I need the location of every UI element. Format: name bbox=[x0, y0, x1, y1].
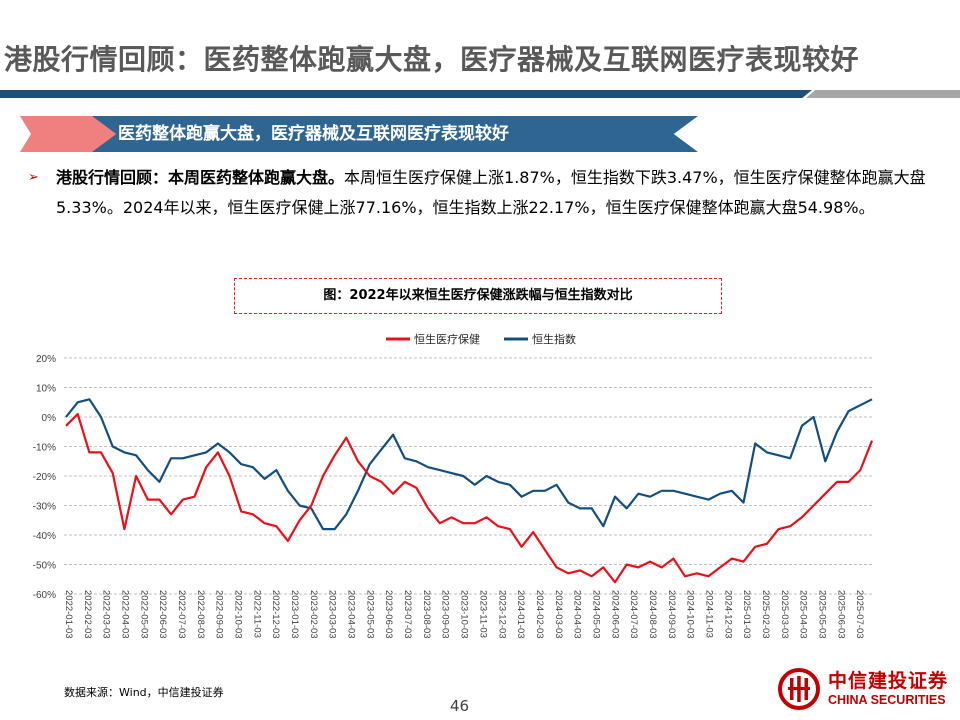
x-tick-label: 2023-05-03 bbox=[364, 590, 375, 639]
x-tick-label: 2024-11-03 bbox=[703, 590, 714, 638]
section-banner bbox=[92, 116, 698, 152]
figure-caption: 图：2022年以来恒生医疗保健涨跌幅与恒生指数对比 bbox=[234, 278, 722, 314]
x-tick-label: 2024-05-03 bbox=[590, 590, 601, 639]
x-tick-label: 2023-03-03 bbox=[327, 590, 338, 639]
x-tick-label: 2024-01-03 bbox=[515, 590, 526, 639]
x-tick-label: 2022-05-03 bbox=[138, 590, 149, 639]
x-tick-label: 2022-02-03 bbox=[82, 590, 93, 639]
y-tick-label: 0% bbox=[42, 413, 57, 424]
line-chart: 恒生医疗保健 恒生指数 20% 10% 0% -10% -20% -30% -40% -50% -… bbox=[33, 332, 874, 639]
y-tick-label: -20% bbox=[33, 472, 56, 483]
title-underline-gray bbox=[806, 90, 960, 98]
chart-gridlines bbox=[64, 357, 874, 595]
summary-lead: 港股行情回顾：本周医药整体跑赢大盘。 bbox=[56, 168, 345, 187]
x-tick-label: 2024-04-03 bbox=[572, 590, 583, 639]
x-tick-label: 2024-12-03 bbox=[722, 590, 733, 639]
section-banner-text: 医药整体跑赢大盘，医疗器械及互联网医疗表现较好 bbox=[118, 124, 509, 144]
y-tick-label: 20% bbox=[36, 354, 56, 365]
brand-name-en: CHINA SECURITIES bbox=[828, 693, 946, 707]
summary-paragraph: 港股行情回顾：本周医药整体跑赢大盘。本周恒生医疗保健上涨1.87%，恒生指数下跌… bbox=[56, 163, 936, 222]
x-tick-label: 2025-05-03 bbox=[816, 590, 827, 639]
x-tick-label: 2023-11-03 bbox=[477, 590, 488, 638]
x-tick-label: 2022-10-03 bbox=[233, 590, 244, 639]
chart-legend: 恒生医疗保健 恒生指数 bbox=[386, 332, 576, 346]
x-tick-label: 2023-07-03 bbox=[402, 590, 413, 639]
x-tick-label: 2024-10-03 bbox=[685, 590, 696, 639]
x-tick-label: 2025-02-03 bbox=[760, 590, 771, 639]
x-tick-label: 2022-01-03 bbox=[63, 590, 74, 639]
title-underline-blue bbox=[0, 90, 812, 98]
x-axis-ticks: 2022-01-03 2022-02-03 2022-03-03 2022-04-03… bbox=[63, 590, 865, 639]
x-tick-label: 2024-02-03 bbox=[534, 590, 545, 639]
y-tick-label: -30% bbox=[33, 502, 56, 513]
x-tick-label: 2023-10-03 bbox=[459, 590, 470, 639]
y-tick-label: -50% bbox=[33, 561, 56, 572]
summary-body: 本周恒生医疗保健上涨1.87%，恒生指数下跌3.47%，恒生医疗保健整体跑赢大盘… bbox=[56, 168, 926, 217]
x-tick-label: 2024-06-03 bbox=[609, 590, 620, 639]
y-tick-label: -10% bbox=[33, 443, 56, 454]
y-axis-ticks: 20% 10% 0% -10% -20% -30% -40% -50% -60% bbox=[33, 354, 56, 601]
x-tick-label: 2022-06-03 bbox=[157, 590, 168, 639]
chart-series bbox=[65, 398, 874, 584]
data-source-note: 数据来源：Wind，中信建投证券 bbox=[64, 686, 224, 699]
bullet-arrow-icon: ➢ bbox=[28, 170, 39, 185]
brand-name-cn: 中信建投证券 bbox=[828, 670, 949, 692]
x-tick-label: 2023-08-03 bbox=[421, 590, 432, 639]
x-tick-label: 2024-07-03 bbox=[628, 590, 639, 639]
x-tick-label: 2023-01-03 bbox=[289, 590, 300, 639]
page-number: 46 bbox=[450, 697, 470, 715]
series-line-hsi bbox=[65, 398, 873, 531]
x-tick-label: 2023-09-03 bbox=[440, 590, 451, 639]
legend-label: 恒生指数 bbox=[532, 332, 576, 346]
x-tick-label: 2022-12-03 bbox=[270, 590, 281, 639]
series-line-healthcare bbox=[65, 412, 874, 584]
x-tick-label: 2022-03-03 bbox=[101, 590, 112, 639]
page-title: 港股行情回顾：医药整体跑赢大盘，医疗器械及互联网医疗表现较好 bbox=[4, 43, 860, 76]
x-tick-label: 2024-08-03 bbox=[647, 590, 658, 639]
x-tick-label: 2023-06-03 bbox=[383, 590, 394, 639]
x-tick-label: 2023-12-03 bbox=[496, 590, 507, 639]
x-tick-label: 2025-04-03 bbox=[798, 590, 809, 639]
brand-logo-icon bbox=[778, 668, 820, 710]
x-tick-label: 2024-09-03 bbox=[666, 590, 677, 639]
legend-label: 恒生医疗保健 bbox=[414, 332, 480, 346]
x-tick-label: 2025-01-03 bbox=[741, 590, 752, 639]
x-tick-label: 2022-07-03 bbox=[176, 590, 187, 639]
x-tick-label: 2024-03-03 bbox=[553, 590, 564, 639]
x-tick-label: 2022-09-03 bbox=[214, 590, 225, 639]
y-tick-label: -60% bbox=[33, 590, 56, 601]
y-tick-label: -40% bbox=[33, 531, 56, 542]
x-tick-label: 2023-02-03 bbox=[308, 590, 319, 639]
x-tick-label: 2022-04-03 bbox=[120, 590, 131, 639]
x-tick-label: 2022-11-03 bbox=[251, 590, 262, 638]
x-tick-label: 2025-07-03 bbox=[854, 590, 865, 639]
y-tick-label: 10% bbox=[36, 384, 56, 395]
x-tick-label: 2025-03-03 bbox=[779, 590, 790, 639]
x-tick-label: 2022-08-03 bbox=[195, 590, 206, 639]
x-tick-label: 2025-06-03 bbox=[835, 590, 846, 639]
x-tick-label: 2023-04-03 bbox=[346, 590, 357, 639]
